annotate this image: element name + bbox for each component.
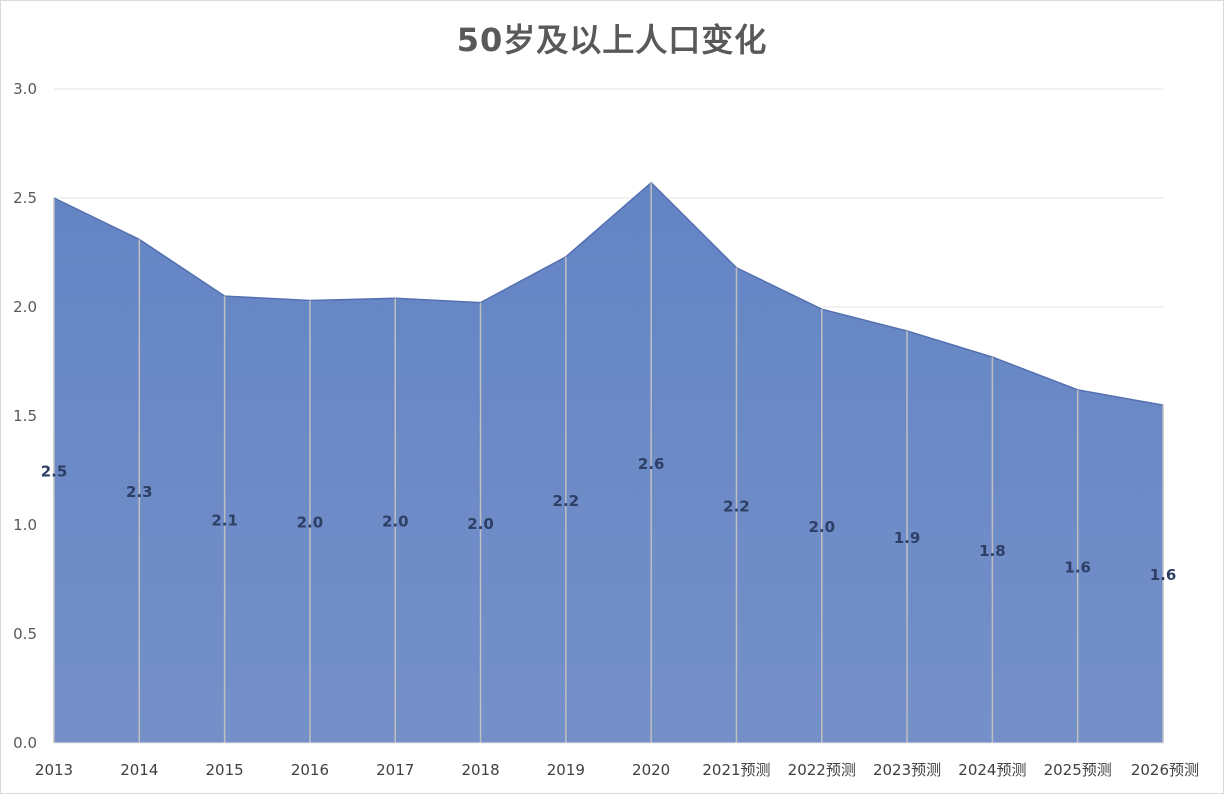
data-label: 1.6 bbox=[1150, 566, 1177, 584]
x-tick-label: 2022预测 bbox=[788, 761, 856, 779]
chart-title: 50岁及以上人口变化 bbox=[456, 21, 768, 59]
x-tick-label: 2013 bbox=[35, 761, 73, 779]
data-label: 1.8 bbox=[979, 542, 1006, 560]
data-label: 2.6 bbox=[638, 455, 665, 473]
y-tick-label: 2.5 bbox=[13, 189, 37, 207]
y-tick-label: 2.0 bbox=[13, 298, 37, 316]
x-tick-label: 2017 bbox=[376, 761, 414, 779]
data-label: 2.5 bbox=[41, 463, 68, 481]
x-tick-label: 2016 bbox=[291, 761, 329, 779]
y-tick-label: 1.5 bbox=[13, 407, 37, 425]
data-label: 2.0 bbox=[382, 513, 409, 531]
y-tick-label: 3.0 bbox=[13, 80, 37, 98]
data-label: 2.3 bbox=[126, 483, 153, 501]
data-label: 1.6 bbox=[1064, 558, 1091, 576]
x-tick-label: 2020 bbox=[632, 761, 670, 779]
x-tick-label: 2019 bbox=[547, 761, 585, 779]
data-label: 2.0 bbox=[467, 515, 494, 533]
x-tick-label: 2024预测 bbox=[958, 761, 1026, 779]
data-label: 2.1 bbox=[211, 512, 238, 530]
x-tick-label: 2023预测 bbox=[873, 761, 941, 779]
x-tick-label: 2015 bbox=[206, 761, 244, 779]
y-tick-label: 1.0 bbox=[13, 516, 37, 534]
y-tick-label: 0.5 bbox=[13, 625, 37, 643]
data-label: 2.0 bbox=[297, 514, 324, 532]
data-label: 2.2 bbox=[723, 497, 750, 515]
area-outline bbox=[53, 181, 1164, 406]
data-label: 1.9 bbox=[894, 529, 921, 547]
data-label: 2.0 bbox=[808, 518, 835, 536]
x-tick-label: 2026预测 bbox=[1131, 761, 1199, 779]
x-tick-label: 2014 bbox=[120, 761, 158, 779]
y-tick-label: 0.0 bbox=[13, 734, 37, 752]
x-tick-label: 2025预测 bbox=[1044, 761, 1112, 779]
data-label: 2.2 bbox=[553, 492, 580, 510]
area-series bbox=[54, 182, 1163, 744]
x-tick-label: 2021预测 bbox=[702, 761, 770, 779]
x-tick-label: 2018 bbox=[461, 761, 499, 779]
